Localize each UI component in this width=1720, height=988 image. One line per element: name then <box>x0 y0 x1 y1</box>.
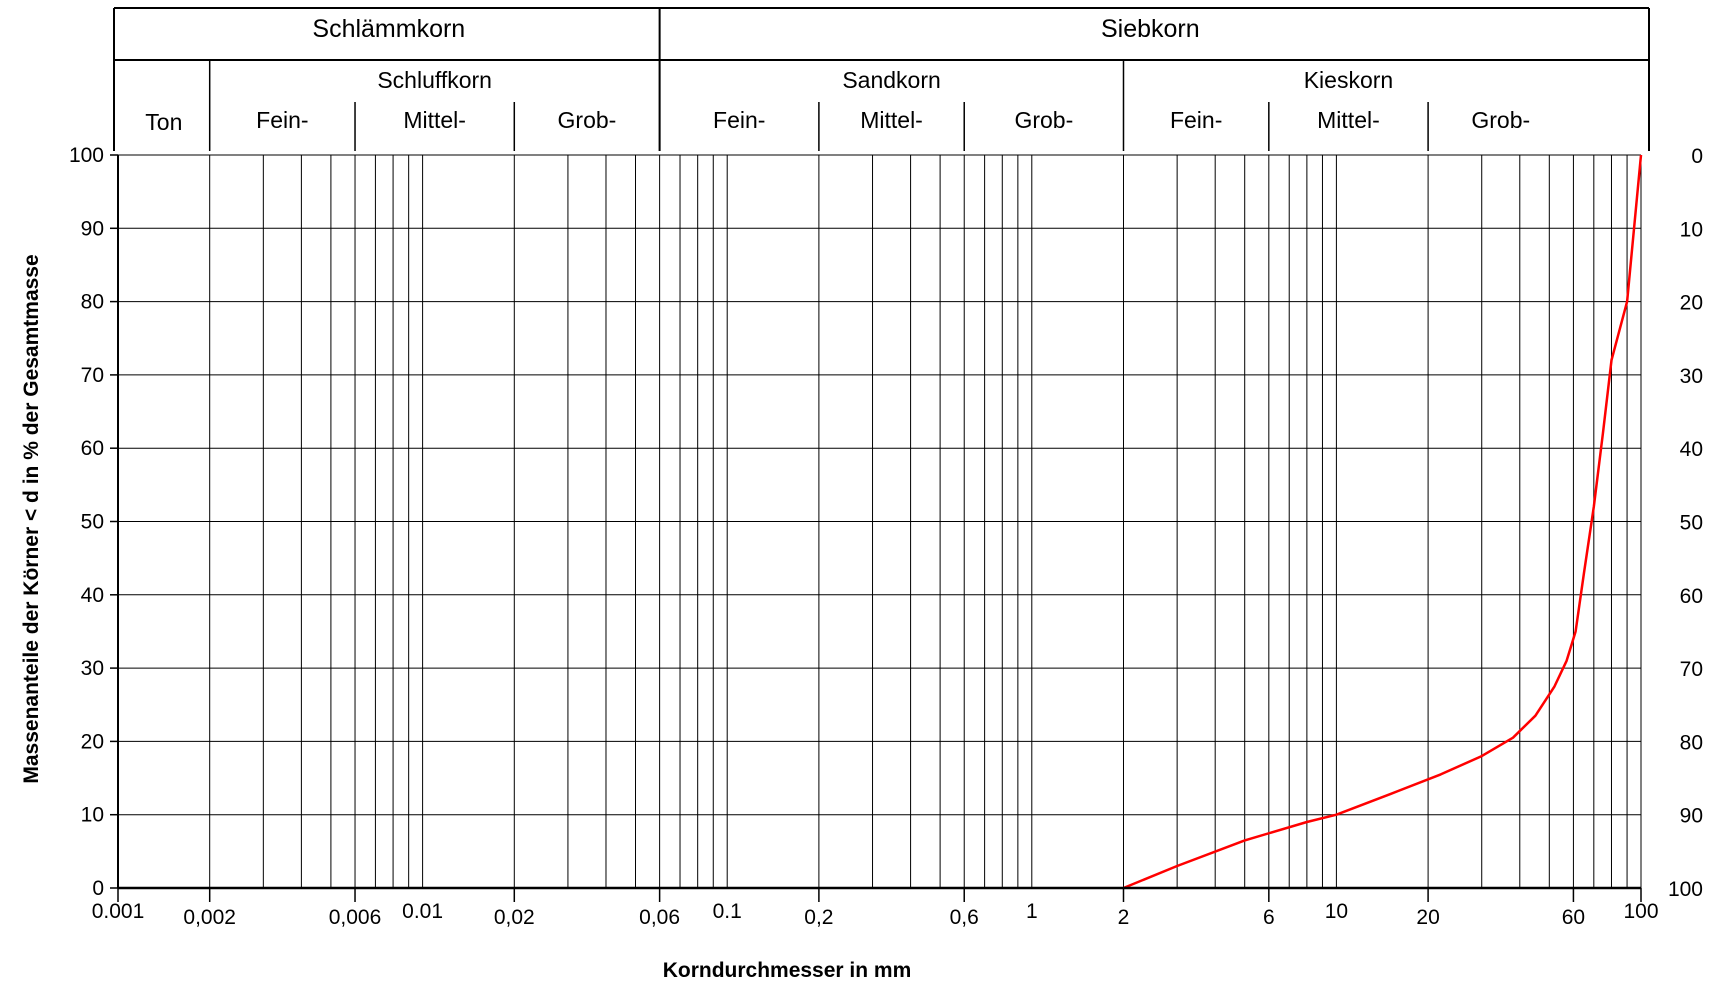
x-tick-label: 0,006 <box>329 906 382 929</box>
series-layer <box>1123 154 1643 890</box>
header-table: Schlämmkorn Siebkorn Ton Schluffkorn Sandkor… <box>113 7 1650 151</box>
x-axis-label: Korndurchmesser in mm <box>663 959 912 982</box>
x-tick-label: 0,002 <box>183 906 236 929</box>
header-fraction-label: Sandkorn <box>842 67 940 93</box>
header-subfraction-label: Grob- <box>558 107 617 133</box>
right-y-tick-label: 80 <box>1680 731 1703 754</box>
plot-grid <box>118 154 1642 889</box>
header-group-label: Schlämmkorn <box>312 15 465 43</box>
left-y-tick-label: 90 <box>81 217 104 240</box>
left-y-tick-label: 80 <box>81 291 104 314</box>
x-tick-label: 0,02 <box>494 906 535 929</box>
x-tick-label: 20 <box>1416 906 1439 929</box>
x-tick-label: 1 <box>1026 900 1038 923</box>
right-y-tick-label: 100 <box>1668 878 1703 901</box>
right-y-tick-label: 70 <box>1680 658 1703 681</box>
x-tick-label: 0,06 <box>639 906 680 929</box>
header-subfraction-label: Fein- <box>256 107 308 133</box>
x-tick-label: 6 <box>1263 906 1275 929</box>
x-tick-label: 0,2 <box>804 906 833 929</box>
x-tick-label: 2 <box>1118 906 1130 929</box>
right-y-tick-label: 40 <box>1680 438 1703 461</box>
left-y-tick-label: 10 <box>81 804 104 827</box>
right-y-tick-label: 50 <box>1680 512 1703 535</box>
right-y-tick-label: 90 <box>1680 805 1703 828</box>
header-subfraction-label: Mittel- <box>860 107 923 133</box>
left-y-tick-label: 50 <box>81 511 104 534</box>
header-subfraction-label: Fein- <box>713 107 765 133</box>
left-y-tick-label: 60 <box>81 437 104 460</box>
x-tick-label: 100 <box>1623 900 1658 923</box>
header-subfraction-label: Grob- <box>1471 107 1530 133</box>
x-tick-label: 60 <box>1562 906 1585 929</box>
x-tick-label: 0.01 <box>402 900 443 923</box>
x-tick-label: 0.001 <box>92 900 145 923</box>
header-group-label: Siebkorn <box>1101 15 1200 43</box>
y-axis-label: Massenanteile der Körner < d in % der Ge… <box>20 254 43 783</box>
header-subfraction-label: Grob- <box>1014 107 1073 133</box>
left-y-tick-label: 40 <box>81 584 104 607</box>
header-fraction-label: Schluffkorn <box>377 67 492 93</box>
header-fraction-label: Kieskorn <box>1304 67 1393 93</box>
left-y-tick-label: 100 <box>69 144 104 167</box>
right-y-tick-label: 10 <box>1680 218 1703 241</box>
header-subfraction-label: Fein- <box>1170 107 1222 133</box>
right-y-tick-label: 30 <box>1680 365 1703 388</box>
series-line <box>1123 154 1643 890</box>
x-tick-label: 0.1 <box>713 900 742 923</box>
x-tick-label: 0,6 <box>950 906 979 929</box>
left-y-tick-label: 30 <box>81 657 104 680</box>
header-subfraction-label: Mittel- <box>1317 107 1380 133</box>
x-tick-label: 10 <box>1325 900 1348 923</box>
right-y-tick-label: 0 <box>1691 145 1703 168</box>
left-y-tick-label: 20 <box>81 730 104 753</box>
header-subfraction-label: Mittel- <box>403 107 466 133</box>
header-fraction-label: Ton <box>145 109 182 135</box>
axes: 0102030405060708090100100908070605040302… <box>69 144 1703 929</box>
right-y-tick-label: 60 <box>1680 585 1703 608</box>
left-y-tick-label: 70 <box>81 364 104 387</box>
right-y-tick-label: 20 <box>1680 292 1703 315</box>
left-y-tick-label: 0 <box>92 877 104 900</box>
